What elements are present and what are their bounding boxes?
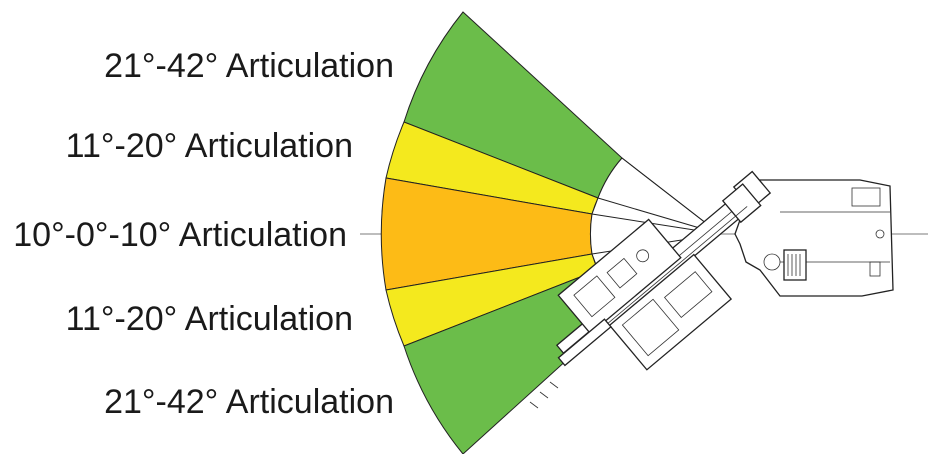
machine-icon bbox=[529, 170, 894, 409]
articulation-fan bbox=[380, 11, 721, 454]
label-top-middle: 11°-20° Articulation bbox=[66, 127, 353, 165]
label-center: 10°-0°-10° Articulation bbox=[13, 216, 347, 254]
grille-icon bbox=[783, 249, 807, 281]
machine-rear-body bbox=[734, 179, 894, 297]
label-bottom-outer: 21°-42° Articulation bbox=[104, 383, 394, 421]
label-bottom-middle: 11°-20° Articulation bbox=[66, 300, 353, 338]
cab bbox=[608, 253, 733, 371]
label-top-outer: 21°-42° Articulation bbox=[104, 47, 394, 85]
